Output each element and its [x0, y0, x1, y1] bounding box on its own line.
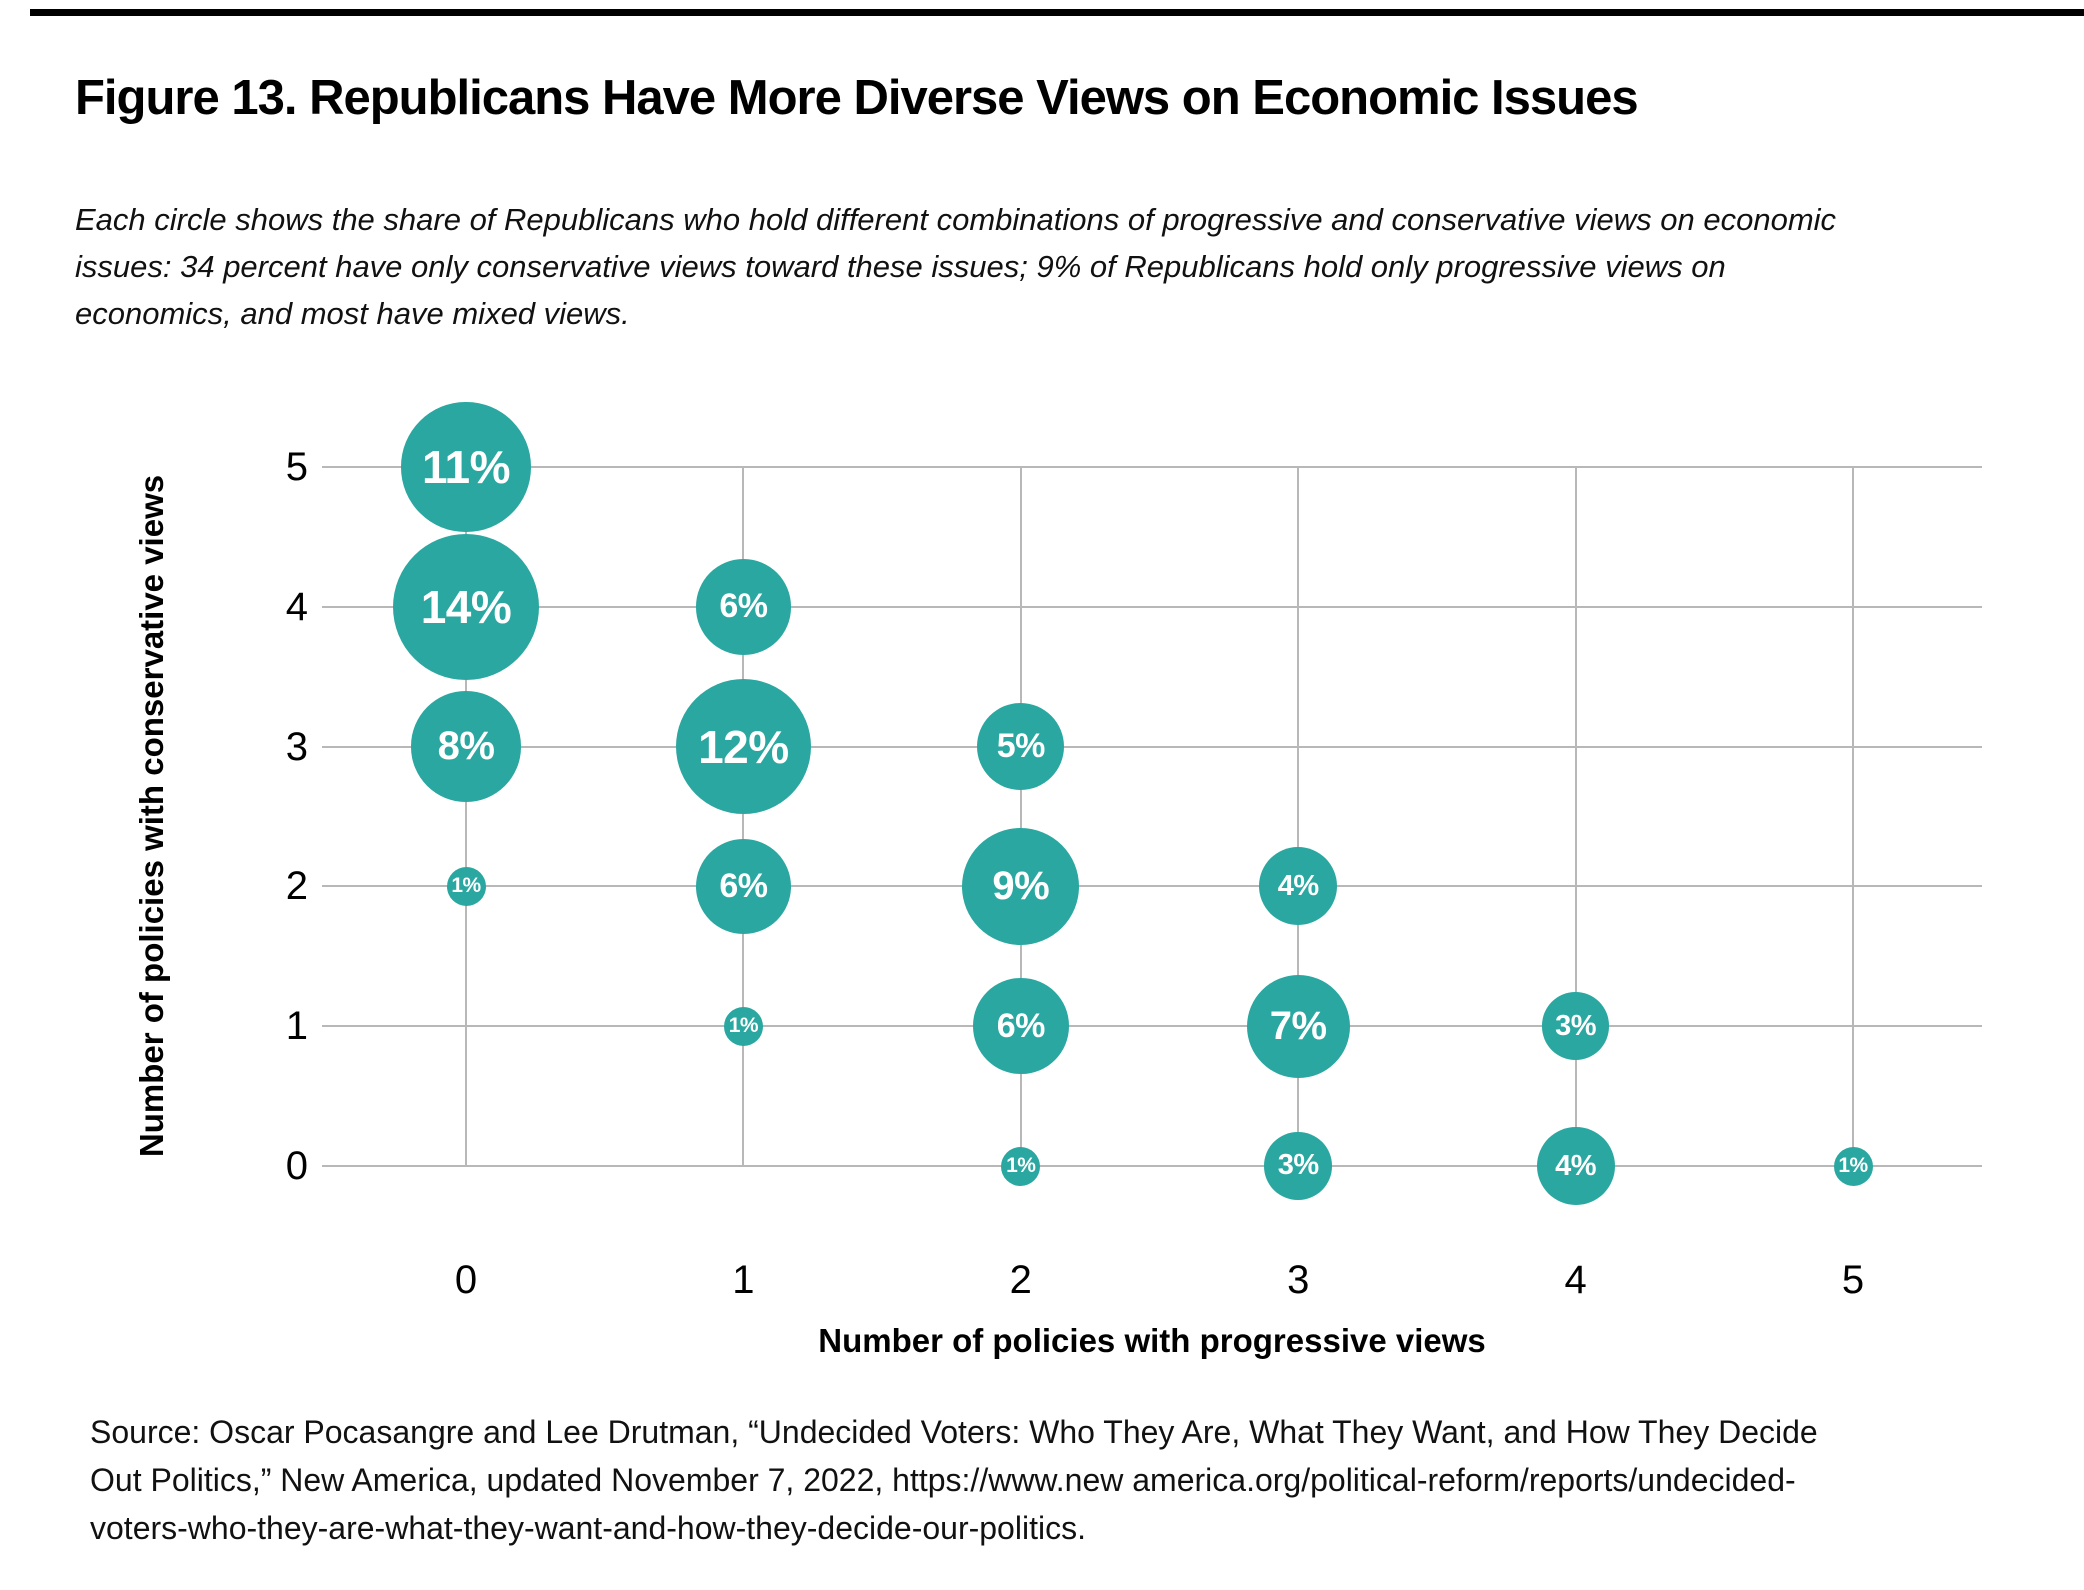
data-bubble: 1%: [1001, 1146, 1041, 1186]
bubble-value-label: 6%: [996, 1006, 1046, 1045]
subtitle-line: economics, and most have mixed views.: [75, 296, 630, 331]
source-note: Source: Oscar Pocasangre and Lee Drutman…: [90, 1408, 2030, 1552]
gridline-vertical: [465, 467, 467, 1166]
data-bubble: 1%: [1833, 1146, 1873, 1186]
bubble-value-label: 1%: [1006, 1154, 1036, 1177]
bubble-value-label: 1%: [728, 1014, 759, 1038]
bubble-value-label: 3%: [1555, 1009, 1597, 1042]
gridline-horizontal: [322, 1025, 1982, 1028]
subtitle-line: issues: 34 percent have only conservativ…: [75, 249, 1726, 284]
data-bubble: 6%: [973, 978, 1069, 1074]
x-tick-label: 0: [454, 1258, 478, 1302]
data-bubble: 5%: [977, 702, 1065, 791]
data-bubble: 4%: [1259, 847, 1338, 926]
x-tick-label: 5: [1841, 1258, 1865, 1302]
source-line: voters-who-they-are-what-they-want-and-h…: [90, 1510, 1086, 1546]
x-axis-title: Number of policies with progressive view…: [818, 1322, 1486, 1359]
bubble-value-label: 9%: [992, 863, 1050, 908]
x-tick-label: 4: [1564, 1258, 1587, 1302]
data-bubble: 9%: [962, 827, 1080, 945]
x-tick-label: 1: [732, 1258, 755, 1302]
gridline-horizontal: [322, 605, 1982, 608]
data-bubble: 7%: [1246, 974, 1350, 1078]
bubble-value-label: 8%: [437, 724, 495, 769]
source-line: Source: Oscar Pocasangre and Lee Drutman…: [90, 1414, 1818, 1450]
x-tick-label: 2: [1009, 1258, 1032, 1302]
data-bubble: 6%: [695, 559, 792, 655]
data-bubble: 1%: [723, 1006, 763, 1046]
gridline-vertical: [742, 467, 745, 1166]
data-bubble: 3%: [1541, 992, 1610, 1060]
bubble-value-label: 4%: [1277, 869, 1319, 902]
figure-subtitle: Each circle shows the share of Republica…: [75, 196, 2035, 337]
gridline-horizontal: [322, 885, 1982, 888]
y-axis-title: Number of policies with conservative vie…: [133, 474, 170, 1158]
data-bubble: 4%: [1536, 1127, 1615, 1205]
data-bubble: 11%: [401, 402, 531, 532]
bubble-value-label: 4%: [1555, 1149, 1597, 1182]
figure-title: Figure 13. Republicans Have More Diverse…: [75, 71, 1639, 125]
gridline-horizontal: [322, 745, 1982, 748]
bubble-value-label: 6%: [719, 587, 768, 626]
bubble-value-label: 1%: [1838, 1154, 1868, 1177]
x-tick-label: 3: [1287, 1258, 1310, 1302]
bubble-value-label: 3%: [1277, 1149, 1319, 1182]
top-rule: [30, 9, 2084, 16]
bubble-value-label: 5%: [996, 727, 1046, 766]
y-tick-label: 2: [285, 864, 308, 909]
y-tick-label: 4: [285, 584, 308, 629]
bubble-value-label: 1%: [451, 874, 481, 898]
y-tick-label: 1: [285, 1004, 308, 1049]
source-line: Out Politics,” New America, updated Nove…: [90, 1462, 1796, 1498]
gridline-horizontal: [322, 466, 1982, 468]
gridline-vertical: [1852, 467, 1854, 1166]
data-bubble: 1%: [446, 866, 486, 906]
data-bubble: 8%: [410, 691, 522, 802]
gridline-vertical: [1297, 467, 1300, 1166]
bubble-value-label: 14%: [420, 580, 512, 633]
y-tick-label: 5: [285, 445, 308, 489]
data-bubble: 3%: [1264, 1132, 1332, 1200]
y-tick-label: 0: [285, 1144, 308, 1188]
data-bubble: 14%: [393, 533, 539, 680]
y-tick-label: 3: [285, 724, 308, 769]
gridline-vertical: [1574, 467, 1577, 1166]
gridline-horizontal: [322, 1165, 1982, 1167]
bubble-value-label: 6%: [719, 866, 768, 905]
bubble-value-label: 12%: [698, 720, 789, 773]
data-bubble: 6%: [695, 838, 792, 935]
data-bubble: 12%: [675, 679, 811, 815]
bubble-value-label: 11%: [421, 440, 511, 493]
subtitle-line: Each circle shows the share of Republica…: [75, 202, 1837, 237]
gridline-vertical: [1019, 467, 1022, 1166]
bubble-value-label: 7%: [1269, 1003, 1327, 1048]
